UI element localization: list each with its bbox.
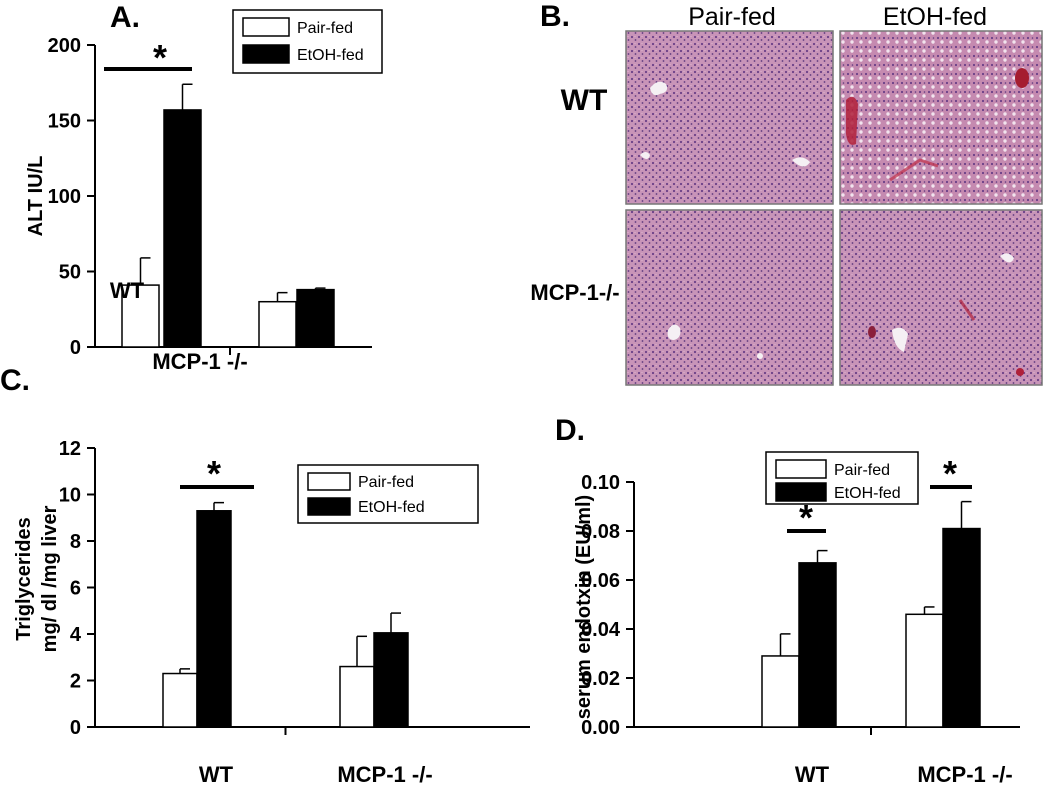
legend-swatch-pair-fed [775,459,827,479]
legend-label-etoh-fed: EtOH-fed [358,499,425,516]
legend-label-etoh-fed: EtOH-fed [297,47,364,64]
legend-swatch-etoh-fed [775,482,827,502]
bar-pair-fed [258,300,297,348]
liver-histology-mcp1ko-etoh-fed [839,209,1043,386]
x-category-label: MCP-1 -/- [337,762,432,787]
histology-column-header-pair-fed: Pair-fed [688,3,776,31]
panel-c-chart: C. 0 2 4 6 8 10 12 Triglycerides mg/ dl /mg liver… [0,364,530,787]
panel-b-letter: B. [540,0,570,33]
y-tick-label: 0.02 [581,668,620,690]
y-tick-label: 0 [70,337,81,359]
y-tick-label: 2 [70,671,81,693]
significance-asterisk: * [207,453,221,494]
histology-column-header-etoh-fed: EtOH-fed [883,3,987,31]
panel-letter: C. [0,364,30,397]
significance-asterisk: * [799,497,813,538]
legend-label-pair-fed: Pair-fed [297,20,353,37]
histology-row-label-mcp1-ko: MCP-1-/- [530,280,619,305]
bar-etoh-fed [373,632,409,728]
legend-swatch-pair-fed [307,472,351,491]
liver-histology-mcp1ko-pair-fed [625,209,834,386]
legend-label-pair-fed: Pair-fed [834,462,890,479]
bar-pair-fed [905,613,944,728]
y-tick-label: 0 [70,717,81,739]
panel-a-chart: A. 0 50 100 150 200 ALT IU/L WT MCP-1 -/- * Pair-f… [25,1,383,374]
significance-asterisk: * [153,37,167,78]
y-axis-label: Triglycerides [13,517,35,640]
panel-b-histology: B. Pair-fed EtOH-fed WT MCP-1-/- [530,0,1043,386]
y-tick-label: 8 [70,531,81,553]
bar-etoh-fed [798,562,837,728]
y-axis-label: mg/ dl /mg liver [39,505,61,652]
liver-histology-wt-etoh-fed [839,30,1043,205]
panel-letter: A. [110,1,140,34]
y-tick-label: 100 [48,186,81,208]
y-tick-label: 150 [48,111,81,133]
y-tick-label: 6 [70,578,81,600]
legend-label-etoh-fed: EtOH-fed [834,485,901,502]
x-category-label: MCP-1 -/- [917,762,1012,787]
histology-row-label-wt: WT [561,84,608,117]
y-axis-label: serum endotxin (EU/ml) [573,495,595,719]
significance-asterisk: * [943,453,957,494]
y-axis-label: ALT IU/L [25,156,47,237]
x-category-label: MCP-1 -/- [152,349,247,374]
bar-pair-fed [162,672,198,728]
x-category-label: WT [110,278,145,303]
x-category-label: WT [795,762,830,787]
y-tick-label: 0.10 [581,472,620,494]
bar-etoh-fed [163,109,202,348]
y-tick-label: 4 [70,624,82,646]
bar-etoh-fed [296,288,335,348]
y-tick-label: 10 [59,485,81,507]
legend-swatch-etoh-fed [307,497,351,516]
legend-label-pair-fed: Pair-fed [358,474,414,491]
y-tick-label: 0.00 [581,717,620,739]
y-tick-label: 12 [59,438,81,460]
panel-letter: D. [555,414,585,447]
liver-histology-wt-pair-fed [625,30,834,205]
y-tick-label: 0.04 [581,619,621,641]
y-tick-label: 50 [59,262,81,284]
bar-pair-fed [121,284,160,348]
legend-swatch-etoh-fed [242,44,290,64]
bar-pair-fed [761,655,800,728]
x-category-label: WT [199,762,234,787]
y-tick-label: 0.08 [581,521,620,543]
bar-etoh-fed [942,527,981,728]
y-tick-label: 0.06 [581,570,620,592]
y-tick-label: 200 [48,35,81,57]
bar-etoh-fed [196,510,232,728]
bar-pair-fed [339,665,375,728]
legend-swatch-pair-fed [242,17,290,37]
